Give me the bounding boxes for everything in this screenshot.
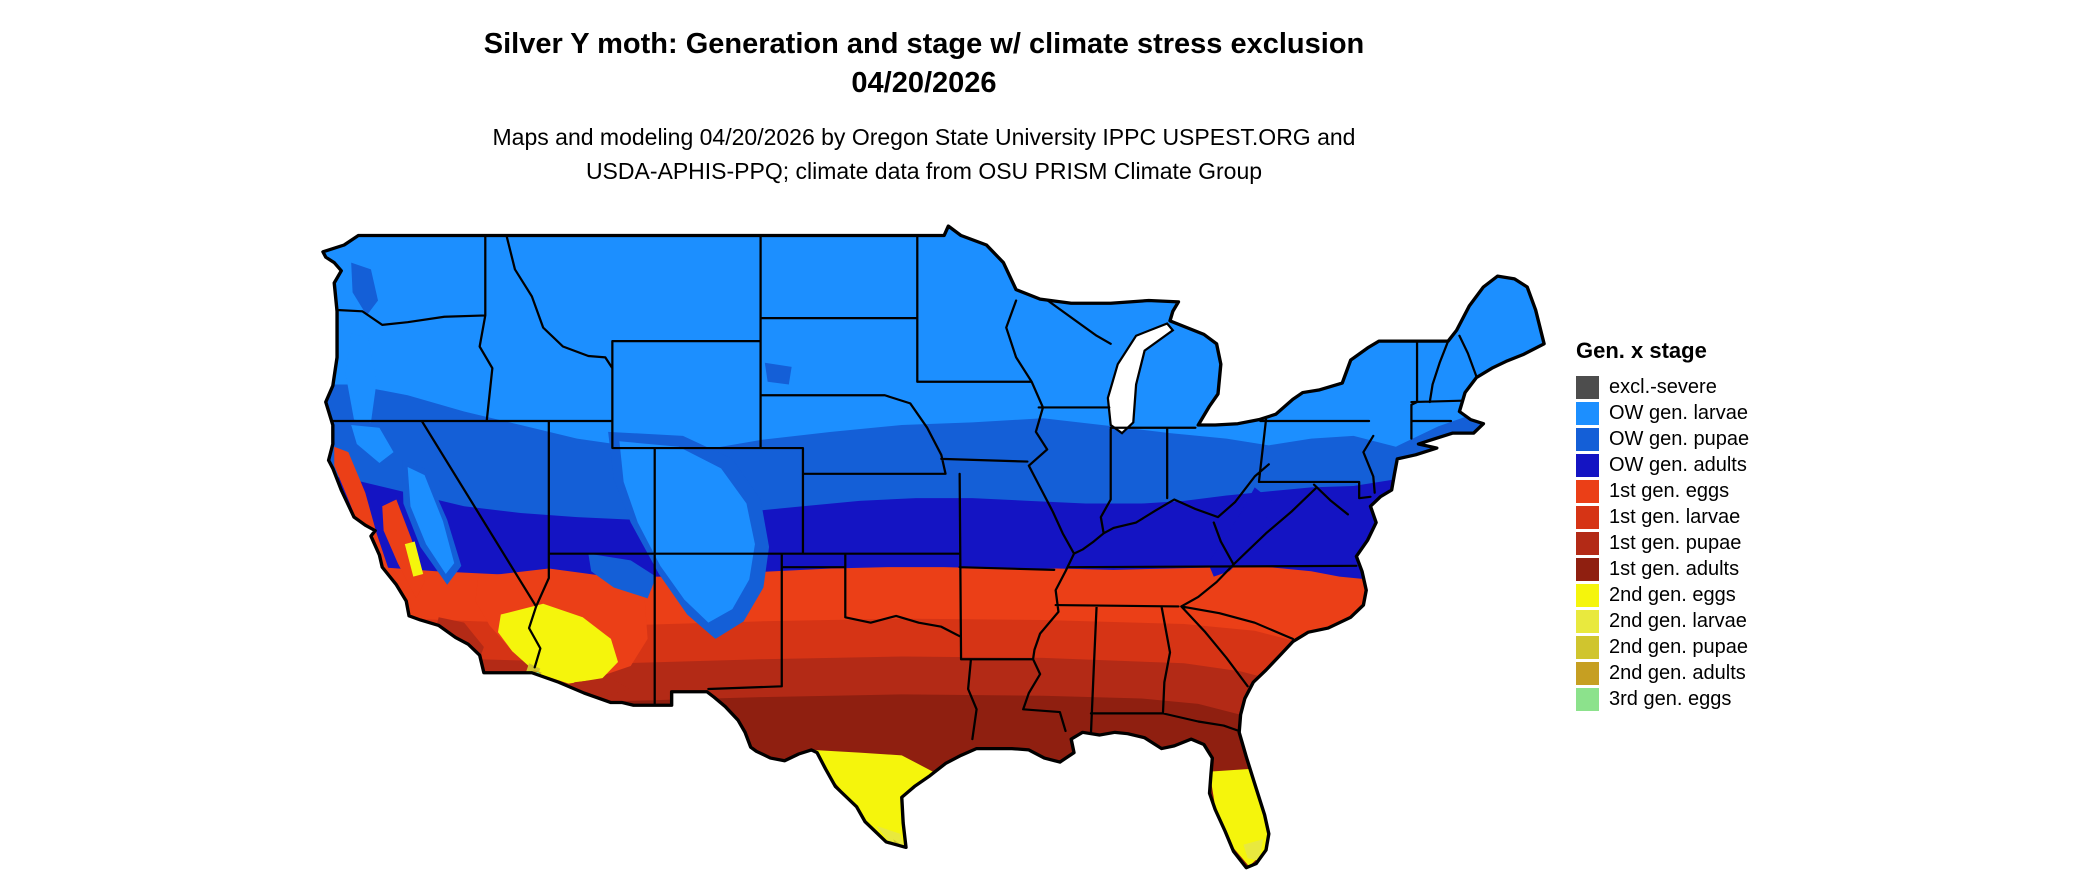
legend-label: OW gen. pupae bbox=[1609, 428, 1750, 450]
state-borders bbox=[331, 234, 1478, 741]
legend-label: 2nd gen. pupae bbox=[1609, 636, 1749, 658]
legend-item: 2nd gen. pupae bbox=[1576, 636, 1749, 659]
legend-label: OW gen. larvae bbox=[1609, 402, 1748, 424]
map-region-sierra-core bbox=[407, 467, 455, 574]
legend-item: excl.-severe bbox=[1576, 376, 1749, 399]
legend-swatch-ow-larvae bbox=[1576, 402, 1599, 425]
legend-label: 1st gen. pupae bbox=[1609, 532, 1742, 554]
legend-item: 1st gen. eggs bbox=[1576, 480, 1749, 503]
legend-item: OW gen. pupae bbox=[1576, 428, 1749, 451]
legend-item: 2nd gen. adults bbox=[1576, 662, 1749, 685]
legend-label: 1st gen. adults bbox=[1609, 558, 1740, 580]
legend-swatch-g1-adults bbox=[1576, 558, 1599, 581]
legend-swatch-g1-larvae bbox=[1576, 506, 1599, 529]
map-region-appalachians bbox=[1208, 487, 1272, 577]
subtitle-line1: Maps and modeling 04/20/2026 by Oregon S… bbox=[492, 124, 1356, 150]
legend-swatch-g2-adults bbox=[1576, 662, 1599, 685]
legend-swatch-ow-pupae bbox=[1576, 428, 1599, 451]
legend-swatch-ow-adults bbox=[1576, 454, 1599, 477]
map-region-az-desert-yellow bbox=[498, 603, 618, 684]
subtitle-line2: USDA-APHIS-PPQ; climate data from OSU PR… bbox=[585, 158, 1263, 184]
legend-item: 2nd gen. eggs bbox=[1576, 584, 1749, 607]
page-title-date: 04/20/2026 bbox=[851, 67, 997, 99]
legend-item: OW gen. adults bbox=[1576, 454, 1749, 477]
map-region-rockies-core bbox=[619, 441, 755, 623]
legend-label: 1st gen. larvae bbox=[1609, 506, 1741, 528]
legend-item: 1st gen. larvae bbox=[1576, 506, 1749, 529]
legend-item: 1st gen. pupae bbox=[1576, 532, 1749, 555]
legend-label: OW gen. adults bbox=[1609, 454, 1747, 476]
map-region-valley-yellow bbox=[404, 541, 424, 577]
legend-title: Gen. x stage bbox=[1576, 338, 1707, 363]
us-phenology-map bbox=[321, 224, 1546, 870]
legend-label: excl.-severe bbox=[1609, 376, 1717, 398]
legend-item: 2nd gen. larvae bbox=[1576, 610, 1749, 633]
legend-label: 3rd gen. eggs bbox=[1609, 688, 1732, 710]
legend-swatch-g3-eggs bbox=[1576, 688, 1599, 711]
legend-swatch-g2-eggs bbox=[1576, 584, 1599, 607]
map-region-fl-tip-larvae bbox=[1243, 839, 1264, 861]
map-region-g1-adults bbox=[322, 691, 1545, 868]
legend: Gen. x stage excl.-severe OW gen. larvae… bbox=[1576, 338, 1749, 714]
map-fill-layers bbox=[322, 226, 1545, 868]
legend-label: 1st gen. eggs bbox=[1609, 480, 1730, 502]
lake-michigan bbox=[1106, 322, 1175, 435]
legend-swatch-g2-pupae bbox=[1576, 636, 1599, 659]
map-region-puget bbox=[351, 262, 378, 316]
map-region-black-hills bbox=[764, 362, 792, 385]
legend-item: 1st gen. adults bbox=[1576, 558, 1749, 581]
legend-swatch-g1-pupae bbox=[1576, 532, 1599, 555]
legend-swatch-g2-larvae bbox=[1576, 610, 1599, 633]
legend-label: 2nd gen. eggs bbox=[1609, 584, 1736, 606]
legend-item: 3rd gen. eggs bbox=[1576, 688, 1749, 711]
legend-label: 2nd gen. adults bbox=[1609, 662, 1746, 684]
legend-item: OW gen. larvae bbox=[1576, 402, 1749, 425]
legend-label: 2nd gen. larvae bbox=[1609, 610, 1747, 632]
map-region-az-border-pupae bbox=[574, 678, 630, 698]
map-region-shasta bbox=[351, 425, 394, 463]
map-region-s-texas-yellow bbox=[811, 749, 933, 848]
us-outline bbox=[321, 224, 1546, 870]
page-title-line1: Silver Y moth: Generation and stage w/ c… bbox=[483, 28, 1365, 60]
legend-swatch-g1-eggs bbox=[1576, 480, 1599, 503]
legend-swatch-excl-severe bbox=[1576, 376, 1599, 399]
map-region-cascades bbox=[345, 333, 377, 423]
map-region-mogollon bbox=[588, 553, 657, 599]
map-region-tx-tip-larvae bbox=[876, 825, 905, 848]
